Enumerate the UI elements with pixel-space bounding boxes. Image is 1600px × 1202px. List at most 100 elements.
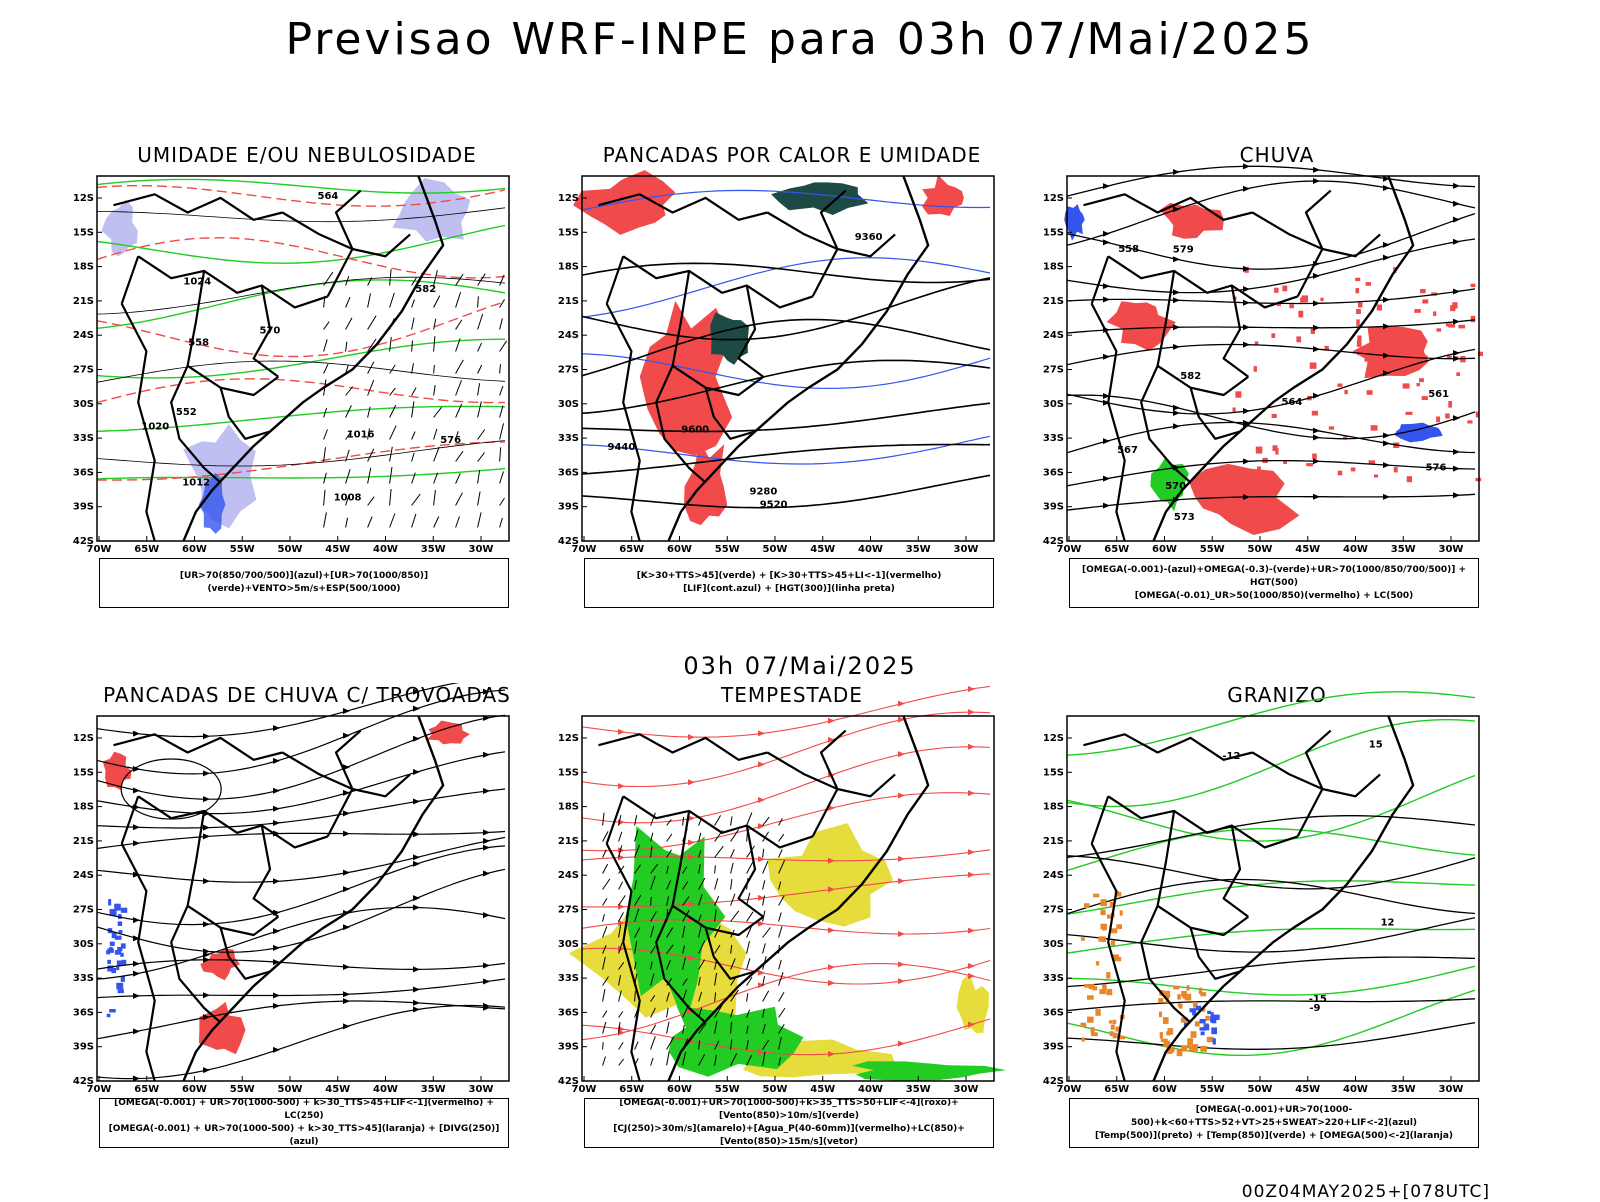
omega-speckle [1088, 984, 1095, 990]
lat-label: 33S [1043, 433, 1064, 444]
water-vapor-contour [581, 1018, 991, 1056]
rain-speckle [1356, 309, 1361, 315]
humidity-low-contour [96, 338, 506, 379]
temp-500-contour [1066, 815, 1476, 859]
omega-speckle [1095, 1009, 1101, 1016]
legend-box: [OMEGA(-0.001)-(azul)+OMEGA(-0.3)-(verde… [1069, 558, 1479, 608]
lat-label: 39S [1043, 502, 1064, 513]
streamline-arrow [203, 951, 210, 958]
streamline-arrow [968, 1021, 975, 1028]
temp-500-contour [1066, 1022, 1476, 1050]
streamline-arrow [1383, 440, 1390, 447]
legend-line: [OMEGA(-0.001)+UR>70(1000-500)+k>35_TTS>… [619, 1098, 959, 1121]
divergence-speckle [117, 984, 122, 988]
rain-speckle [1368, 460, 1376, 465]
wind-vector [650, 896, 652, 906]
streamline-arrow [828, 804, 835, 811]
state-border [120, 843, 156, 1082]
streamline-arrow [688, 734, 695, 741]
streamline-arrow [898, 751, 905, 758]
wind-vector [650, 945, 656, 954]
wind-vector [602, 812, 605, 826]
omega-speckle [1106, 972, 1111, 979]
lat-label: 12S [558, 733, 579, 744]
streamline-arrow [758, 761, 765, 768]
wind-vector [762, 848, 765, 858]
wind-vector [762, 1051, 766, 1066]
contour-label: 1020 [141, 422, 169, 433]
wind-vector [618, 990, 622, 1002]
streamline-arrow [1103, 399, 1110, 406]
wind-vector [411, 299, 415, 308]
streamline-arrow [758, 920, 765, 927]
jet-area-yellow [956, 973, 989, 1034]
panel-title: GRANIZO [1227, 683, 1327, 707]
streamline-arrow [133, 765, 140, 772]
streamline-arrow [1313, 458, 1320, 465]
streamline-arrow [413, 735, 420, 742]
lon-label: 65W [1104, 544, 1129, 555]
streamline-arrow [413, 966, 420, 973]
omega-speckle [1108, 1020, 1112, 1024]
wind-vector [618, 845, 623, 858]
streamline [96, 1000, 506, 1040]
contour-label: 570 [1165, 481, 1186, 492]
lat-label: 33S [558, 433, 579, 444]
wind-vector [698, 991, 703, 1002]
streamline-arrow [1103, 438, 1110, 445]
state-border [766, 211, 896, 258]
state-border [605, 843, 641, 1082]
omega-speckle [1109, 1031, 1115, 1036]
wind-vector [499, 447, 502, 462]
streamline [96, 959, 506, 970]
wind-vector [682, 866, 688, 874]
lat-label: 30S [558, 399, 579, 410]
legend-box: [OMEGA(-0.001)+UR>70(1000-500)+k<60+TTS>… [1069, 1098, 1479, 1148]
omega-speckle [1100, 923, 1107, 930]
panel-umidade: UMIDADE E/OU NEBULOSIDADE 1012 1016 1020 102… [72, 143, 542, 613]
streamline-arrow [413, 1006, 420, 1013]
omega-speckle [1160, 1038, 1168, 1043]
legend-line: [UR>70(850/700/500)](azul)+[UR>70(1000/8… [179, 571, 429, 594]
wind-vector [666, 960, 671, 970]
rain-speckle [1366, 390, 1373, 395]
streamline-arrow [968, 849, 975, 856]
wind-vector [714, 1040, 720, 1050]
streamline-arrow [828, 717, 835, 724]
wind-vector [650, 875, 656, 890]
wind-vector [730, 816, 733, 826]
contour-label: 1008 [334, 493, 362, 504]
streamline-arrow [413, 769, 420, 776]
state-border [622, 255, 814, 309]
wind-vector [682, 978, 688, 986]
state-border [120, 303, 156, 542]
streamline-arrow [1243, 408, 1250, 415]
lat-label: 30S [1043, 939, 1064, 950]
streamline-arrow [1383, 323, 1390, 330]
streamline-arrow [203, 796, 210, 803]
wind-vector [389, 269, 392, 286]
omega-speckle [1098, 936, 1104, 942]
streamline-arrow [203, 733, 210, 740]
lon-label: 35W [421, 1084, 446, 1095]
wind-vector [698, 959, 706, 970]
streamline-arrow [483, 1002, 490, 1009]
wind-vector [730, 848, 735, 858]
map-svg: 1012 1016 1020 1024 1008 576 570 564 558 552 582 12… [73, 175, 510, 555]
height-contour [1066, 288, 1476, 305]
state-border [281, 211, 411, 258]
state-border [811, 189, 847, 297]
streamline-arrow [203, 921, 210, 928]
streamline-arrow [1243, 286, 1250, 293]
hail-speckle [1210, 1012, 1214, 1018]
lat-label: 21S [73, 836, 94, 847]
streamline [96, 714, 506, 800]
lon-label: 45W [1295, 544, 1320, 555]
omega-speckle [1087, 1016, 1094, 1023]
streamline-arrow [1383, 241, 1390, 248]
lat-label: 15S [558, 227, 579, 238]
streamline-arrow [1453, 465, 1460, 472]
wind-vector [762, 880, 766, 890]
contour-label: 15 [1369, 739, 1383, 750]
rain-speckle [1458, 324, 1466, 329]
